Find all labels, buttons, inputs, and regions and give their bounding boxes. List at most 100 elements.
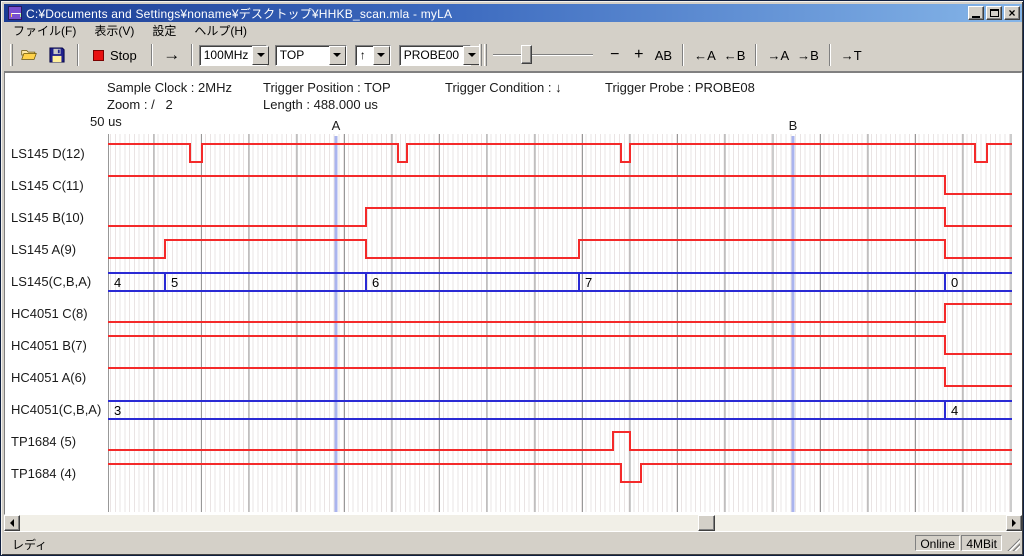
signal-label[interactable]: TP1684 (5) [11,434,77,449]
signal-label[interactable]: LS145(C,B,A) [11,274,92,289]
save-button[interactable] [43,43,71,67]
stop-button[interactable]: Stop [85,43,145,67]
horizontal-scrollbar[interactable] [4,515,1022,531]
status-bar: レディ Online 4MBit [4,531,1022,553]
signal-label[interactable]: HC4051 A(6) [11,370,87,385]
sample-clock-value: 100MHz [203,47,249,62]
stop-square-icon [93,49,104,61]
signal-wave [108,367,1012,387]
signal-label[interactable]: HC4051 C(8) [11,306,88,321]
zoom-slider[interactable] [492,44,593,66]
trigger-position-select[interactable]: TOP [274,44,347,66]
run-button[interactable]: → [159,43,185,67]
goto-trigger-button[interactable]: →T [837,43,866,67]
scrollbar-thumb[interactable] [698,515,715,531]
resize-grip[interactable] [1007,538,1020,551]
menu-item[interactable]: ファイル(F) [13,24,77,38]
trigger-probe-value: PROBE00 [403,47,460,62]
signal-label[interactable]: TP1684 (4) [11,466,77,481]
cursor-flag-B[interactable]: B [788,118,798,133]
scroll-right-button[interactable] [1006,515,1022,531]
trigger-edge-value: ↑ [359,47,366,62]
dropdown-button[interactable] [372,45,390,65]
signal-label[interactable]: LS145 A(9) [11,242,77,257]
sample-clock-select[interactable]: 100MHz [198,44,270,66]
waveform-svg[interactable]: 4 5 6 7 0 3 4 [108,132,1012,514]
minimize-button[interactable] [968,6,984,20]
toolbar-gripper[interactable] [478,44,482,66]
bus-value: 3 [114,403,121,418]
status-ready-text: レディ [12,538,48,552]
scroll-left-button[interactable] [4,515,20,531]
signal-label[interactable]: LS145 D(12) [11,146,85,161]
toolbar-separator [77,44,79,66]
set-cursor-a-left-button[interactable]: ←A [690,43,720,67]
toolbar-gripper[interactable] [483,44,487,66]
menu-item[interactable]: ヘルプ(H) [194,24,248,38]
arrow-left-icon [10,519,14,527]
bus-value: 5 [171,275,178,290]
close-button[interactable]: × [1004,6,1020,20]
sample-clock-info: Sample Clock : 2MHz [107,80,232,95]
set-cursor-b-left-button[interactable]: ←B [720,43,750,67]
status-memory-panel: 4MBit [961,535,1002,551]
goto-cursor-b-button[interactable]: →B [793,43,823,67]
bus-value: 4 [951,403,958,418]
zoom-in-button[interactable]: + [627,43,651,67]
waveform-client-area: Sample Clock : 2MHz Trigger Position : T… [4,72,1022,515]
signal-wave [108,239,1012,259]
signal-wave [108,175,1012,195]
close-icon: × [1008,6,1016,20]
chevron-down-icon [377,53,386,57]
dropdown-button[interactable] [328,45,346,65]
minimize-icon [972,15,980,18]
trigger-probe-select[interactable]: PROBE00 [398,44,481,66]
bus-value: 0 [951,275,958,290]
app-icon [8,6,22,20]
slider-thumb[interactable] [520,45,532,64]
chevron-down-icon [467,53,476,57]
trigger-position-info: Trigger Position : TOP [263,80,391,95]
toolbar-separator [682,44,685,66]
goto-cursor-a-button[interactable]: →A [763,43,793,67]
menu-item[interactable]: 設定 [152,24,177,38]
signal-label[interactable]: LS145 C(11) [11,178,84,193]
title-bar[interactable]: C:¥Documents and Settings¥noname¥デスクトップ¥… [4,4,1022,22]
zoom-out-button[interactable]: − [603,43,627,67]
toolbar: Stop → 100MHz TOP ↑ PROBE00 − + AB [4,39,1022,72]
signal-wave [108,303,1012,323]
stop-label: Stop [110,47,137,63]
ab-span-button[interactable]: AB [651,43,676,67]
signal-label[interactable]: HC4051 B(7) [11,338,87,353]
status-online-panel: Online [915,535,960,551]
toolbar-separator [190,44,193,66]
menu-bar: ファイル(F) 表示(V) 設定 ヘルプ(H) [4,22,1022,39]
trigger-position-value: TOP [279,47,305,62]
trigger-edge-select[interactable]: ↑ [354,44,391,66]
menu-item[interactable]: 表示(V) [94,24,135,38]
open-file-button[interactable] [15,43,43,67]
bus-value: 6 [372,275,379,290]
dropdown-button[interactable] [252,45,270,65]
signal-wave [108,207,1012,227]
save-floppy-icon [49,47,65,63]
slider-groove [492,54,593,56]
toolbar-gripper[interactable] [10,44,13,66]
toolbar-separator [755,44,758,66]
toolbar-separator [828,44,831,66]
signal-label[interactable]: HC4051(C,B,A) [11,402,102,417]
chevron-down-icon [256,53,265,57]
signal-wave [108,335,1012,355]
maximize-button[interactable] [986,6,1002,20]
bus-value: 7 [585,275,592,290]
zoom-info: Zoom : / 2 [107,97,173,112]
chevron-down-icon [333,53,342,57]
signal-wave [108,431,1012,451]
window-title: C:¥Documents and Settings¥noname¥デスクトップ¥… [26,6,453,21]
signal-label[interactable]: LS145 B(10) [11,210,84,225]
toolbar-separator [150,44,153,66]
trigger-probe-info: Trigger Probe : PROBE08 [605,80,755,95]
cursor-flag-A[interactable]: A [331,118,341,133]
dropdown-button[interactable] [463,45,481,65]
